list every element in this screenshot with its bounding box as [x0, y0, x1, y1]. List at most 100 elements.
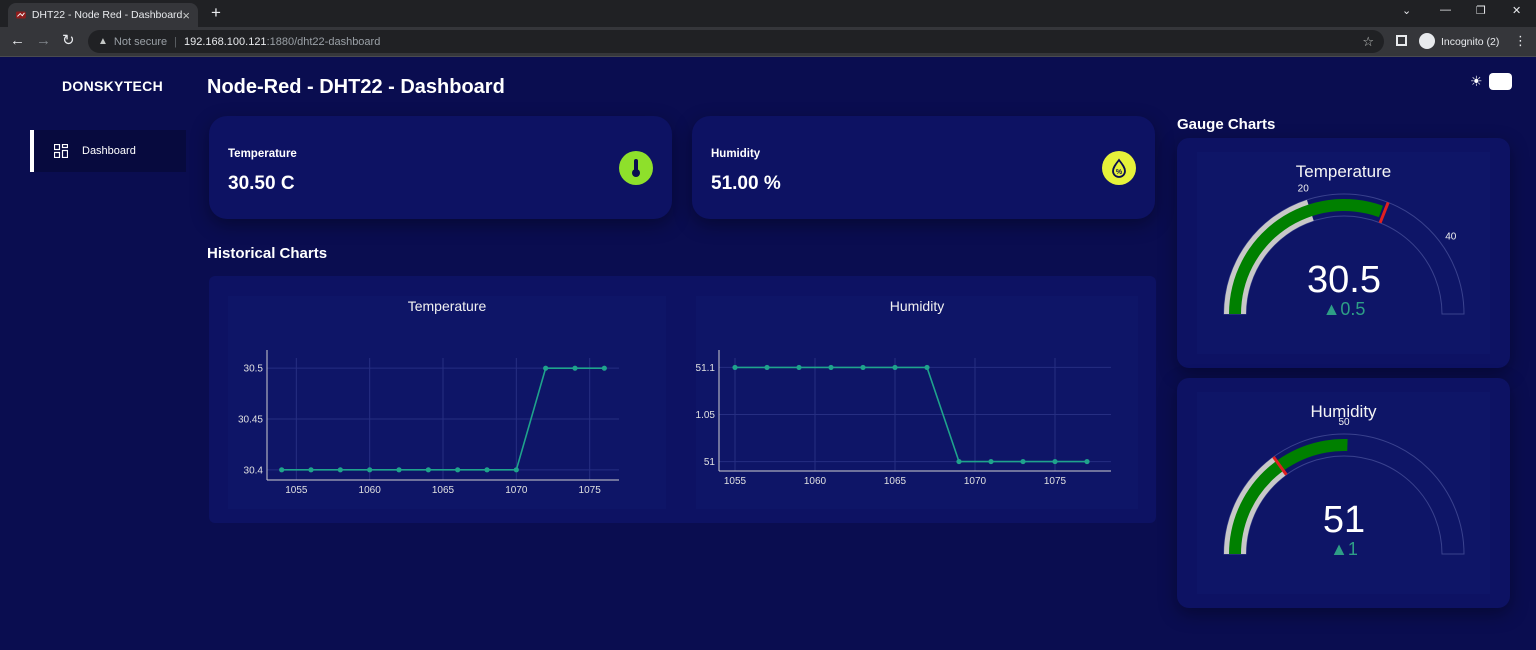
url-host: 192.168.100.121	[183, 35, 267, 48]
x-tick-label: 1060	[359, 485, 382, 496]
chart-title: Temperature	[407, 298, 487, 314]
gauge-title: Temperature	[1295, 162, 1392, 181]
data-point	[308, 467, 314, 473]
close-tab-icon[interactable]: ×	[182, 7, 190, 23]
gauge-threshold	[1272, 456, 1288, 476]
thermometer-icon	[619, 151, 653, 185]
x-tick-label: 1055	[724, 476, 747, 487]
data-point	[337, 467, 343, 473]
gauge-tick-label: 20	[1298, 183, 1310, 194]
humidity-gauge: Humidity 50 51 ▲1	[1197, 392, 1490, 594]
gauge-threshold	[1378, 201, 1390, 224]
svg-text:%: %	[1116, 169, 1123, 176]
data-point	[1020, 458, 1026, 465]
humidity-label: Humidity	[711, 148, 761, 160]
bookmark-star-icon[interactable]: ☆	[1362, 34, 1374, 49]
chart-title: Humidity	[889, 298, 945, 314]
theme-toggle[interactable]	[1489, 73, 1512, 90]
x-tick-label: 1065	[884, 476, 907, 487]
x-tick-label: 1055	[285, 485, 308, 496]
y-tick-label: 30.4	[244, 465, 264, 476]
temperature-gauge-plot: 20 40 30.5▲0.5	[1223, 183, 1465, 319]
side-panel-icon[interactable]	[1396, 35, 1407, 46]
series-line	[281, 367, 605, 471]
data-point	[988, 458, 994, 465]
gauge-outline	[1223, 433, 1465, 555]
humidity-gauge-plot: 50 51▲1	[1223, 417, 1465, 559]
humidity-card: Humidity 51.00 % %	[692, 116, 1155, 219]
x-tick-label: 1070	[505, 485, 528, 496]
page-title: Node-Red - DHT22 - Dashboard	[207, 76, 505, 98]
new-tab-button[interactable]: +	[211, 3, 221, 22]
data-point	[924, 364, 930, 371]
warning-icon: ▲	[98, 36, 108, 47]
data-point	[543, 365, 549, 371]
y-tick-label: 30.5	[244, 364, 264, 375]
data-point	[764, 364, 770, 371]
back-button[interactable]: ←	[10, 32, 25, 49]
sun-icon: ☀	[1470, 73, 1483, 89]
temperature-value: 30.50 C	[228, 173, 295, 194]
browser-toolbar: ← → ↻ ▲ Not secure | 192.168.100.121 :18…	[0, 27, 1536, 57]
brand-logo[interactable]: DONSKYTECH	[62, 78, 164, 94]
tab-search-icon[interactable]: ⌄	[1402, 5, 1412, 17]
data-point	[455, 467, 461, 473]
maximize-button[interactable]: ❐	[1476, 5, 1486, 17]
temperature-label: Temperature	[228, 148, 297, 160]
tab-title: DHT22 - Node Red - Dashboard	[31, 9, 183, 21]
data-point	[601, 365, 607, 371]
data-point	[956, 458, 962, 465]
url-path: :1880/dht22-dashboard	[266, 35, 381, 48]
browser-tab[interactable]: DHT22 - Node Red - Dashboard ×	[8, 3, 198, 27]
address-bar[interactable]: ▲ Not secure | 192.168.100.121 :1880/dht…	[88, 30, 1384, 53]
forward-button[interactable]: →	[36, 32, 51, 49]
gauge-tick-label: 50	[1338, 417, 1350, 428]
browser-menu-icon[interactable]: ⋮	[1514, 33, 1527, 48]
incognito-icon[interactable]	[1419, 33, 1435, 49]
temperature-gauge-card: Temperature 20 40 30.5 ▲0.5	[1177, 138, 1510, 368]
sidebar-item-dashboard[interactable]: Dashboard	[30, 130, 186, 172]
temperature-line-plot: 1055 1060 1065 1070 1075 30.4 30.45 30.5	[238, 350, 619, 496]
url-separator: |	[174, 35, 177, 48]
water-drop-icon: %	[1102, 151, 1136, 185]
x-tick-label: 1075	[1044, 476, 1067, 487]
minimize-button[interactable]: —	[1440, 4, 1451, 16]
x-tick-label: 1070	[964, 476, 987, 487]
gauge-title: Humidity	[1310, 402, 1377, 421]
humidity-value: 51.00 %	[711, 173, 781, 194]
data-point	[860, 364, 866, 371]
humidity-gauge-card: Humidity 50 51 ▲1	[1177, 378, 1510, 608]
data-point	[1052, 458, 1058, 465]
data-point	[1084, 458, 1090, 465]
gauge-step-band	[1224, 199, 1314, 314]
gauge-value-bar	[1229, 439, 1348, 554]
close-window-button[interactable]: ✕	[1512, 5, 1522, 17]
x-tick-label: 1060	[804, 476, 827, 487]
data-point	[572, 365, 578, 371]
humidity-chart: Humidity 1055 1060 1065 1070 1075 51 1.05 51.1	[696, 296, 1138, 509]
series-line	[735, 366, 1087, 463]
gauge-delta: ▲0.5	[1323, 299, 1366, 319]
gauge-delta: ▲1	[1330, 539, 1358, 559]
data-point	[892, 364, 898, 371]
data-point	[513, 467, 519, 473]
data-point	[732, 364, 738, 371]
x-tick-label: 1075	[579, 485, 602, 496]
humidity-line-plot: 1055 1060 1065 1070 1075 51 1.05 51.1	[696, 350, 1111, 487]
x-tick-label: 1065	[432, 485, 455, 496]
data-point	[279, 467, 285, 473]
sidebar-item-label: Dashboard	[82, 145, 136, 157]
reload-button[interactable]: ↻	[62, 32, 75, 49]
temperature-gauge: Temperature 20 40 30.5 ▲0.5	[1197, 152, 1490, 354]
data-point	[484, 467, 490, 473]
node-red-icon	[16, 11, 26, 19]
incognito-label[interactable]: Incognito (2)	[1441, 36, 1500, 48]
data-point	[796, 364, 802, 371]
gauge-value-bar	[1229, 199, 1383, 314]
data-point	[396, 467, 402, 473]
dashboard-icon	[54, 144, 68, 158]
temperature-chart: Temperature 1055 1060 1065 1070 1075 30.4 30.4…	[228, 296, 666, 509]
y-tick-label: 1.05	[696, 410, 715, 421]
security-label: Not secure	[113, 35, 168, 48]
y-tick-label: 30.45	[238, 415, 263, 426]
